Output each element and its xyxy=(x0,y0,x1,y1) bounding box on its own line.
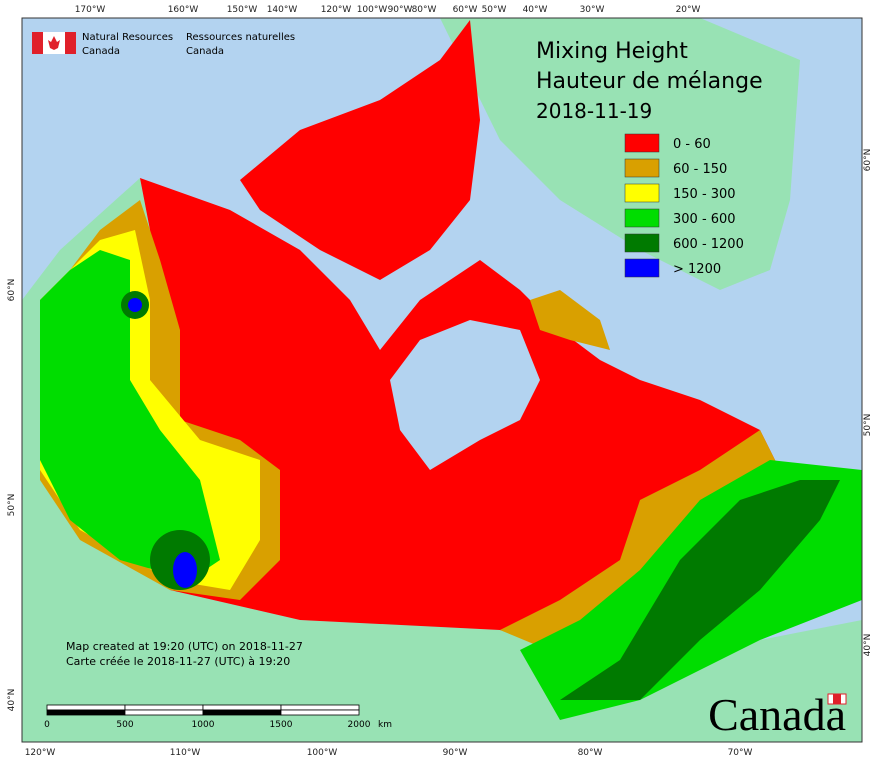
legend-label: 150 - 300 xyxy=(673,187,736,202)
latitude-label: 60°N xyxy=(7,279,17,302)
legend-swatch xyxy=(624,133,660,153)
scale-segment xyxy=(202,709,282,716)
legend-swatch xyxy=(624,158,660,178)
zone-blue xyxy=(128,298,142,312)
title: Hauteur de mélange xyxy=(536,69,763,94)
latitude-label: 60°N xyxy=(863,149,873,172)
longitude-label: 140°W xyxy=(267,5,298,15)
scale-unit: km xyxy=(378,720,392,730)
flag-leaf xyxy=(48,36,60,50)
org-en: Canada xyxy=(82,46,120,57)
footer: Map created at 19:20 (UTC) on 2018-11-27 xyxy=(66,640,303,653)
scale-label: 500 xyxy=(116,720,133,730)
zone-dark xyxy=(560,480,840,700)
longitude-label: 170°W xyxy=(75,5,106,15)
scale-segment xyxy=(280,709,360,716)
latitude-label: 40°N xyxy=(7,689,17,712)
longitude-label: 40°W xyxy=(523,5,548,15)
footer: Carte créée le 2018-11-27 (UTC) à 19:20 xyxy=(66,655,290,668)
scale-label: 2000 xyxy=(348,720,371,730)
scale-segment xyxy=(46,709,126,716)
title: Mixing Height xyxy=(536,39,688,64)
scale-label: 1000 xyxy=(192,720,215,730)
zone-orange xyxy=(530,290,610,350)
longitude-label: 20°W xyxy=(676,5,701,15)
legend-label: 300 - 600 xyxy=(673,212,736,227)
legend-swatch xyxy=(624,233,660,253)
scale-segment xyxy=(124,709,204,716)
legend-swatch xyxy=(624,183,660,203)
flag-bar xyxy=(65,32,76,54)
longitude-label: 100°W xyxy=(307,748,338,758)
greenland xyxy=(440,18,800,290)
legend-swatch xyxy=(624,208,660,228)
org-fr: Canada xyxy=(186,46,224,57)
scale-segment xyxy=(280,704,360,711)
scale-segment xyxy=(124,704,204,711)
longitude-label: 120°W xyxy=(321,5,352,15)
longitude-label: 80°W xyxy=(412,5,437,15)
longitude-label: 60°W xyxy=(453,5,478,15)
longitude-label: 110°W xyxy=(170,748,201,758)
scale-label: 1500 xyxy=(270,720,293,730)
zone-blue xyxy=(173,552,197,588)
latitude-label: 40°N xyxy=(863,634,873,657)
longitude-label: 90°W xyxy=(388,5,413,15)
legend-swatch xyxy=(624,258,660,278)
scale-segment xyxy=(46,704,126,711)
longitude-label: 50°W xyxy=(482,5,507,15)
legend-label: 600 - 1200 xyxy=(673,237,744,252)
flag-bar xyxy=(32,32,43,54)
latitude-label: 50°N xyxy=(863,414,873,437)
wordmark-flag xyxy=(833,694,841,704)
legend-label: > 1200 xyxy=(673,262,721,277)
org-en: Natural Resources xyxy=(82,32,173,43)
title-date: 2018-11-19 xyxy=(536,99,652,123)
hudson-bay xyxy=(390,320,540,470)
wordmark: Canada xyxy=(708,689,846,740)
longitude-label: 30°W xyxy=(580,5,605,15)
scale-label: 0 xyxy=(44,720,50,730)
longitude-label: 90°W xyxy=(443,748,468,758)
longitude-label: 150°W xyxy=(227,5,258,15)
frame xyxy=(21,17,863,743)
longitude-label: 70°W xyxy=(728,748,753,758)
zone-green xyxy=(40,250,220,580)
longitude-label: 80°W xyxy=(578,748,603,758)
zone-orange xyxy=(500,430,780,655)
arctic-islands xyxy=(240,20,480,280)
scale-segment xyxy=(202,704,282,711)
latitude-label: 50°N xyxy=(7,494,17,517)
longitude-label: 120°W xyxy=(25,748,56,758)
longitude-label: 160°W xyxy=(168,5,199,15)
longitude-label: 100°W xyxy=(357,5,388,15)
legend-label: 60 - 150 xyxy=(673,162,727,177)
legend-label: 0 - 60 xyxy=(673,137,711,152)
org-fr: Ressources naturelles xyxy=(186,32,295,43)
